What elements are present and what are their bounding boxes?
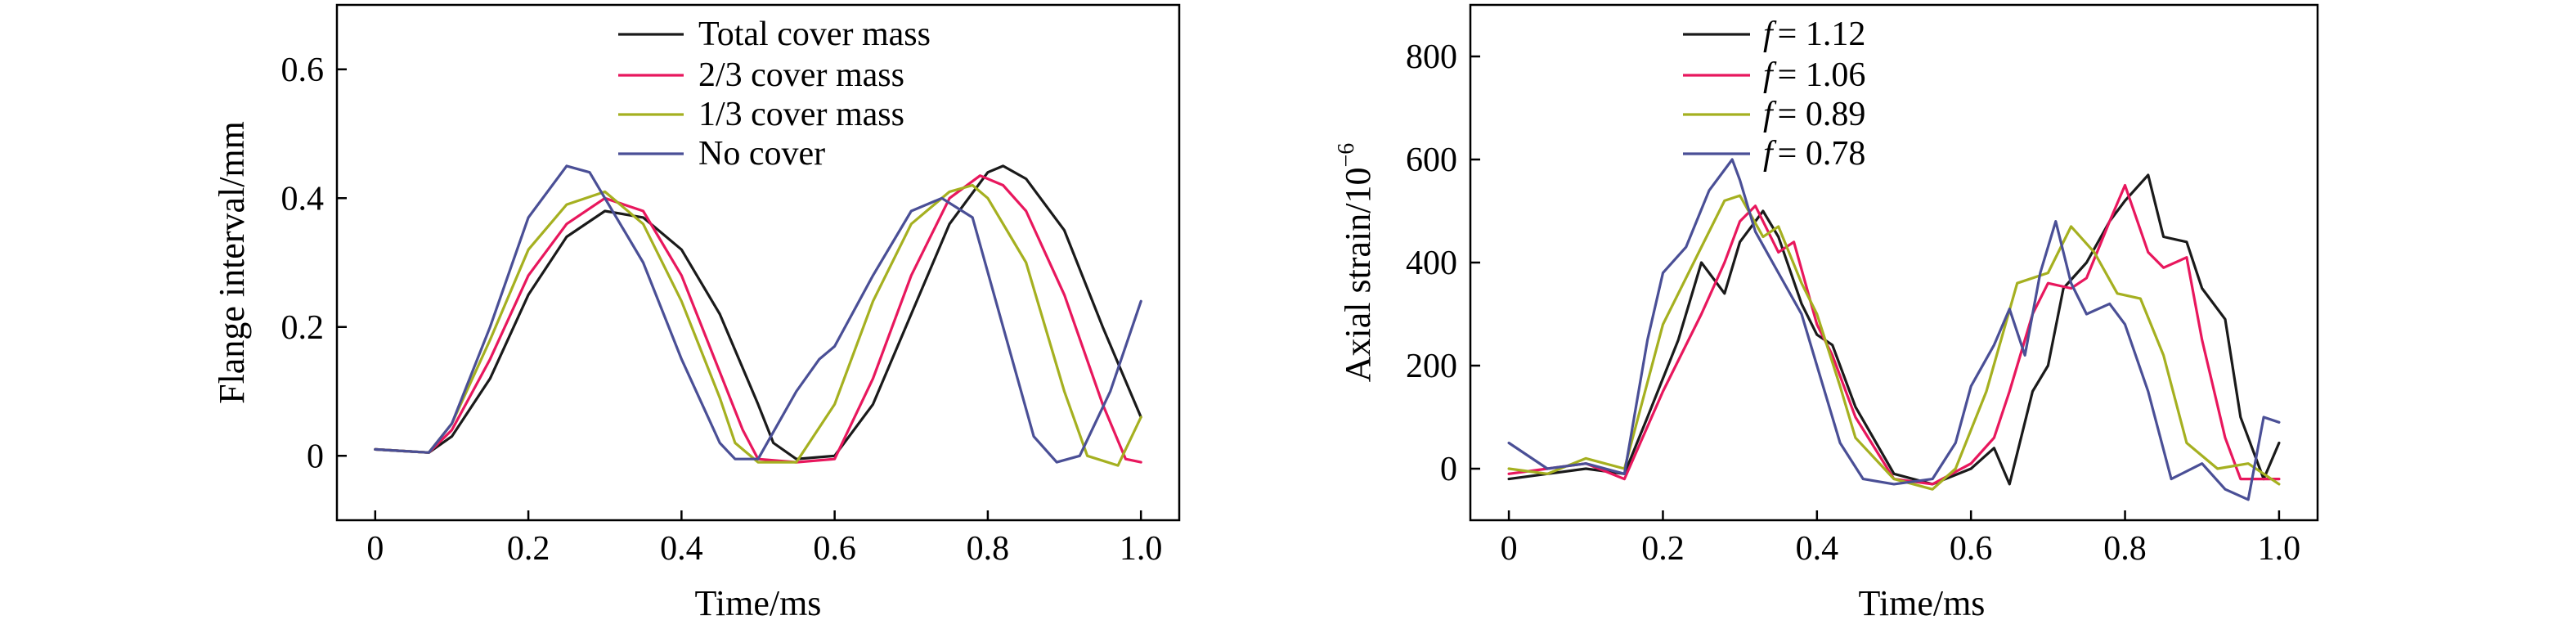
- legend-var: f: [1763, 135, 1777, 173]
- x-tick-label: 0.6: [813, 530, 856, 568]
- x-tick-label: 1.0: [1120, 530, 1163, 568]
- x-tick-label: 0: [366, 530, 384, 568]
- y-axis-label: Flange interval/mm: [212, 121, 252, 404]
- x-tick-label: 0.8: [2103, 530, 2147, 568]
- legend-value: = 1.06: [1778, 56, 1866, 94]
- axial-strain-chart: 0 0.2 0.4 0.6 0.8 1.0 0 200 400 600 800 Time/ms A…: [1334, 3, 2319, 623]
- series-layer: [1507, 158, 2281, 501]
- y-axis-ticks: 0 0.2 0.4 0.6: [281, 52, 347, 475]
- x-axis-label: Time/ms: [1859, 583, 1986, 623]
- legend-value: = 0.78: [1778, 135, 1866, 173]
- y-axis-ticks: 0 200 400 600 800: [1406, 38, 1480, 488]
- legend-label: f = 0.78: [1763, 135, 1865, 173]
- legend-label: f = 0.89: [1763, 96, 1865, 133]
- legend-label: f = 1.12: [1763, 16, 1865, 53]
- plot-frame: [335, 3, 1181, 522]
- legend-label: 2/3 cover mass: [698, 56, 904, 94]
- y-tick-label: 0: [1440, 451, 1457, 488]
- x-tick-label: 0.6: [1950, 530, 1993, 568]
- y-tick-label: 200: [1406, 348, 1457, 385]
- legend-label: 1/3 cover mass: [698, 96, 904, 133]
- series-line-2: [1507, 183, 2281, 486]
- x-axis-label: Time/ms: [695, 583, 822, 623]
- x-tick-label: 1.0: [2258, 530, 2301, 568]
- y-tick-label: 0: [307, 438, 324, 475]
- series-line-3: [374, 183, 1142, 467]
- x-tick-label: 0.2: [507, 530, 550, 568]
- x-axis-ticks: 0 0.2 0.4 0.6 0.8 1.0: [1501, 510, 2301, 568]
- legend-value: = 0.89: [1778, 96, 1866, 133]
- y-axis-label-text: Axial strain/10: [1338, 168, 1378, 383]
- legend-var: f: [1763, 56, 1777, 94]
- y-tick-label: 0.6: [281, 52, 325, 89]
- x-tick-label: 0.2: [1641, 530, 1685, 568]
- y-axis-label-exponent: −6: [1334, 143, 1359, 168]
- x-tick-label: 0.4: [660, 530, 703, 568]
- series-line-2: [374, 174, 1142, 464]
- y-tick-label: 600: [1406, 142, 1457, 179]
- legend-var: f: [1763, 96, 1777, 133]
- series-line-4: [1507, 158, 2281, 501]
- series-line-3: [1507, 194, 2281, 491]
- y-tick-label: 0.2: [281, 309, 325, 347]
- legend-value: = 1.12: [1778, 16, 1866, 53]
- series-line-1: [374, 164, 1142, 461]
- y-tick-label: 800: [1406, 38, 1457, 76]
- legend: f = 1.12 f = 1.06 f = 0.89 f = 0.78: [1683, 16, 1865, 173]
- legend-label: Total cover mass: [698, 16, 931, 53]
- x-tick-label: 0: [1501, 530, 1518, 568]
- legend-label: No cover: [698, 135, 825, 173]
- x-axis-ticks: 0 0.2 0.4 0.6 0.8 1.0: [366, 510, 1162, 568]
- y-tick-label: 0.4: [281, 180, 325, 218]
- plot-frame: [1469, 3, 2319, 522]
- y-tick-label: 400: [1406, 245, 1457, 282]
- legend: Total cover mass 2/3 cover mass 1/3 cove…: [618, 16, 931, 173]
- legend-label: f = 1.06: [1763, 56, 1865, 94]
- x-tick-label: 0.8: [967, 530, 1010, 568]
- x-tick-label: 0.4: [1796, 530, 1839, 568]
- y-axis-label: Axial strain/10−6: [1334, 143, 1378, 383]
- flange-interval-chart: 0 0.2 0.4 0.6 0.8 1.0 0 0.2 0.4 0.6 Time/ms Flan…: [212, 3, 1181, 623]
- series-line-1: [1507, 173, 2281, 486]
- legend-var: f: [1763, 16, 1777, 53]
- series-layer: [374, 164, 1142, 467]
- series-line-4: [374, 164, 1142, 464]
